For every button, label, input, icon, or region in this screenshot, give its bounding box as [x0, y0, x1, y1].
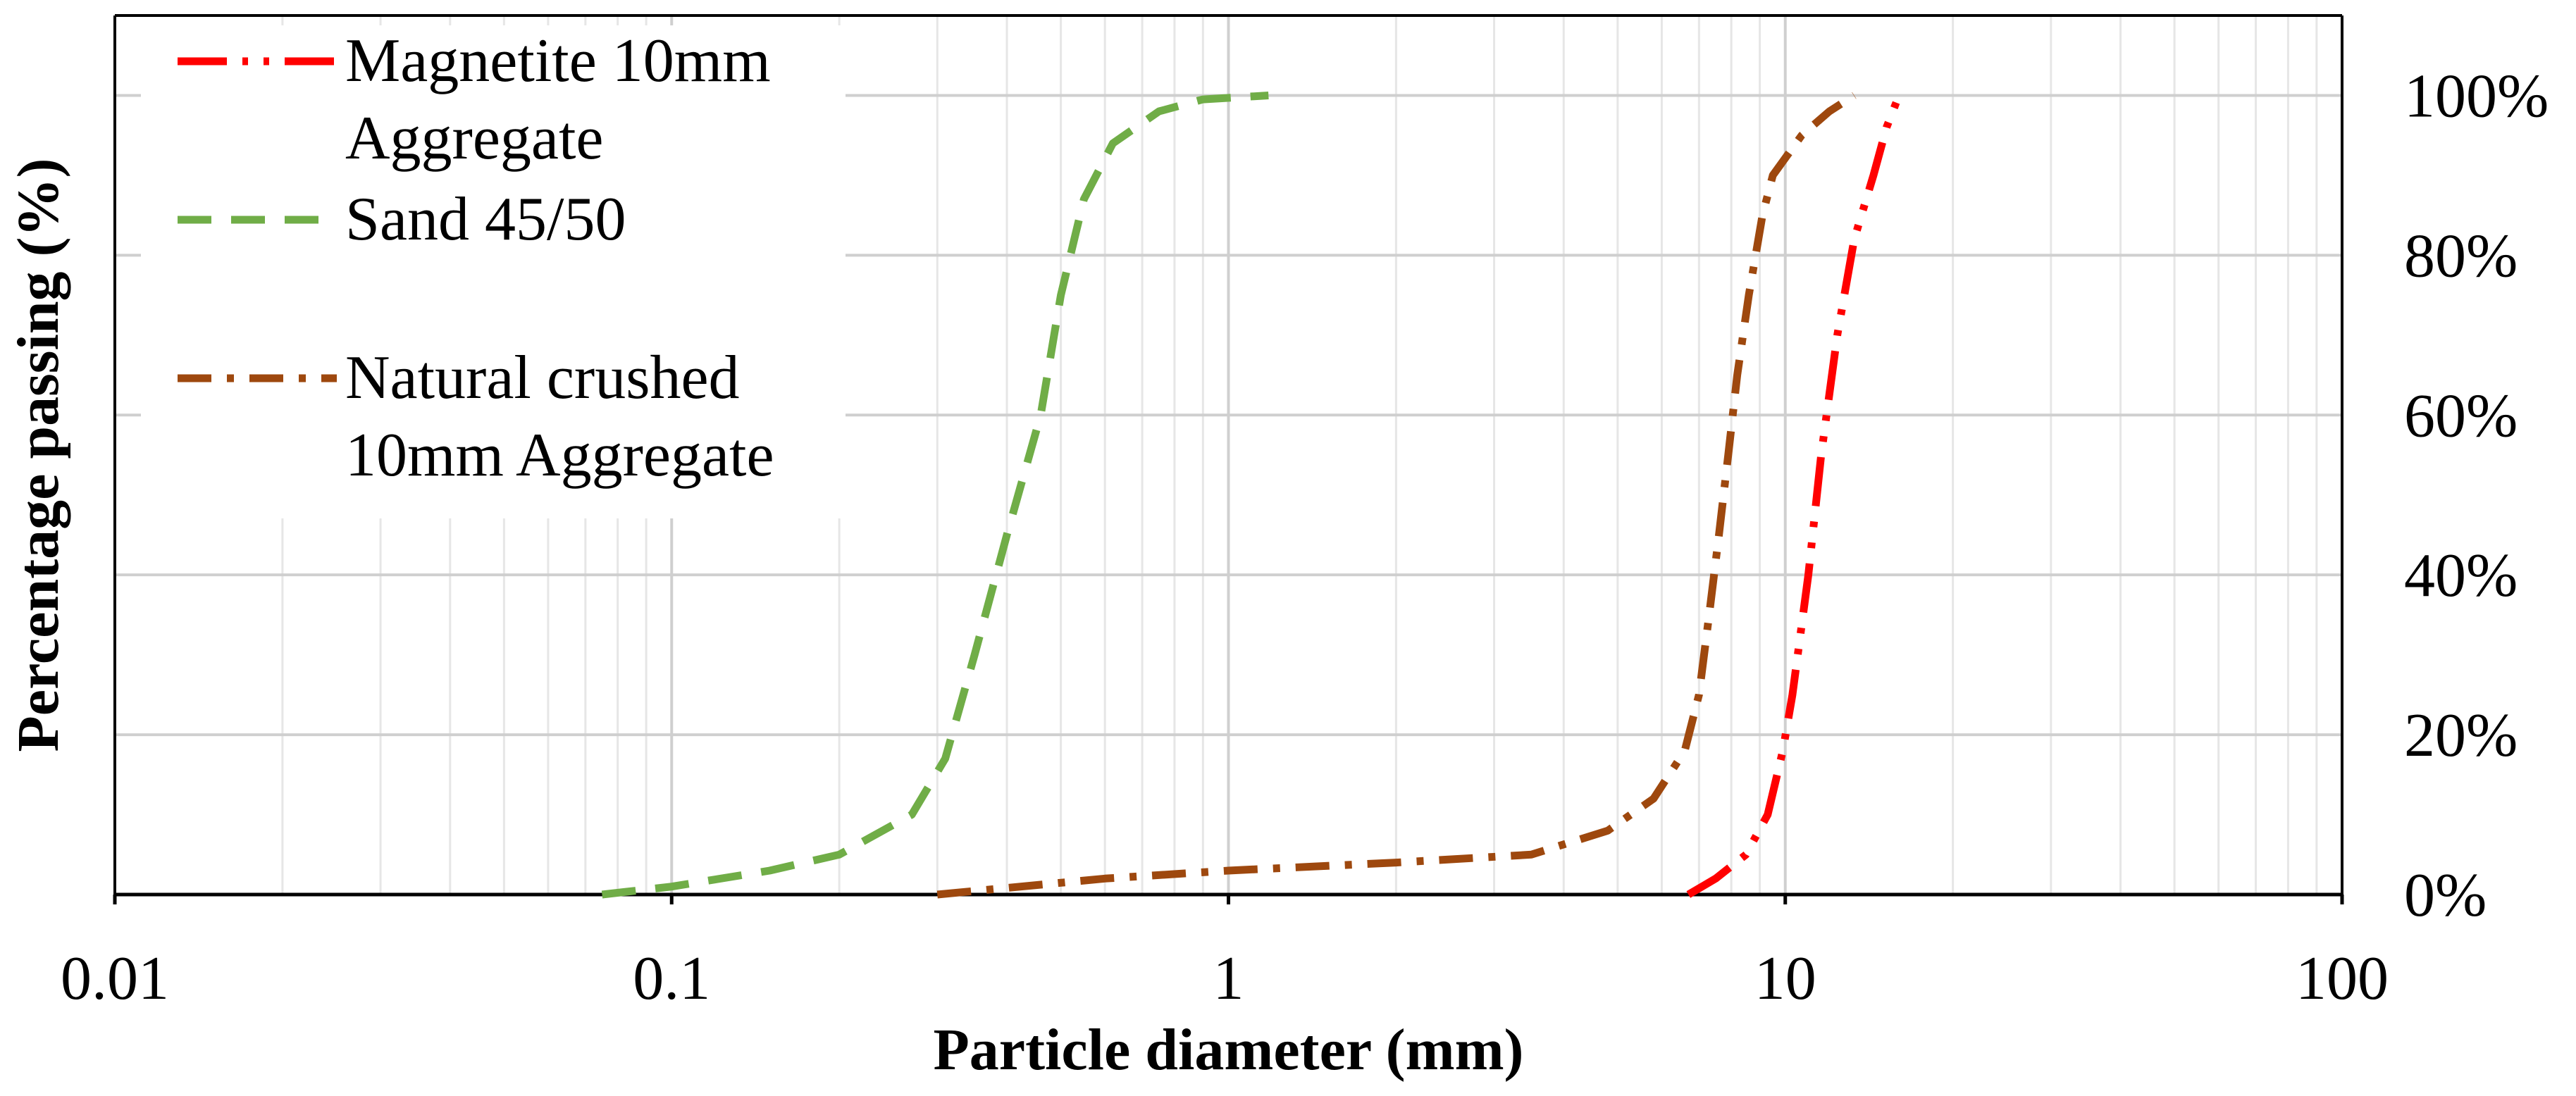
series-line-1 [601, 92, 1269, 899]
legend: Magnetite 10mm Aggregate Sand 45/50 Natural… [178, 27, 774, 490]
legend-label-2: Natural crushed [345, 344, 740, 412]
y-tick-label: 80% [2404, 222, 2518, 290]
series-line-0 [1686, 94, 1903, 898]
legend-label-0: Magnetite 10mm [345, 27, 771, 95]
legend-label-1: Sand 45/50 [345, 185, 626, 254]
legend-label-2: 10mm Aggregate [345, 421, 774, 490]
y-tick-label: 100% [2404, 62, 2549, 130]
axes [113, 14, 2344, 904]
x-axis-title: Particle diameter (mm) [933, 1017, 1523, 1083]
y-axis-title: Percentage passing (%) [6, 158, 71, 752]
y-tick-label: 40% [2404, 542, 2518, 610]
legend-box [141, 25, 846, 518]
y-tick-label: 0% [2404, 861, 2487, 930]
y-tick-label: 20% [2404, 702, 2518, 770]
x-tick-label: 0.1 [633, 945, 710, 1013]
legend-label-0: Aggregate [345, 104, 603, 173]
series-line-2 [936, 92, 1857, 899]
x-tick-label: 1 [1213, 945, 1244, 1013]
x-tick-label: 100 [2296, 945, 2389, 1013]
y-tick-label: 60% [2404, 382, 2518, 450]
x-tick-label: 0.01 [61, 945, 169, 1013]
series-group [601, 92, 1903, 899]
x-tick-label: 10 [1754, 945, 1816, 1013]
